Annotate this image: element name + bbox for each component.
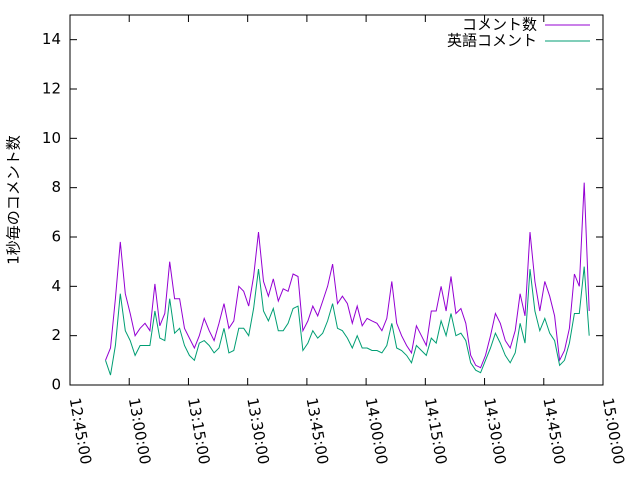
x-tick-label: 12:45:00 xyxy=(66,396,95,465)
series-line xyxy=(105,182,590,369)
x-tick-label: 14:15:00 xyxy=(421,396,450,465)
x-tick-label: 14:30:00 xyxy=(480,396,509,465)
x-tick-label: 13:45:00 xyxy=(303,396,332,465)
y-tick-label: 12 xyxy=(42,80,61,98)
series-line xyxy=(105,266,590,376)
y-tick-label: 14 xyxy=(42,30,61,48)
x-tick-label: 14:00:00 xyxy=(362,396,391,465)
y-tick-label: 10 xyxy=(42,129,61,147)
y-tick-label: 2 xyxy=(51,326,61,344)
legend-label: 英語コメント xyxy=(447,32,537,50)
x-tick-label: 14:45:00 xyxy=(539,396,568,465)
x-tick-label: 13:15:00 xyxy=(184,396,213,465)
y-tick-label: 8 xyxy=(51,178,61,196)
x-tick-label: 13:30:00 xyxy=(243,396,272,465)
x-tick-label: 13:00:00 xyxy=(125,396,154,465)
y-tick-label: 6 xyxy=(51,228,61,246)
legend-label: コメント数 xyxy=(462,16,537,34)
plot-frame xyxy=(69,14,604,386)
x-tick-label: 15:00:00 xyxy=(599,396,628,465)
y-axis-label: 1秒毎のコメント数 xyxy=(5,135,23,265)
y-tick-label: 4 xyxy=(51,277,61,295)
y-tick-label: 0 xyxy=(51,376,61,394)
